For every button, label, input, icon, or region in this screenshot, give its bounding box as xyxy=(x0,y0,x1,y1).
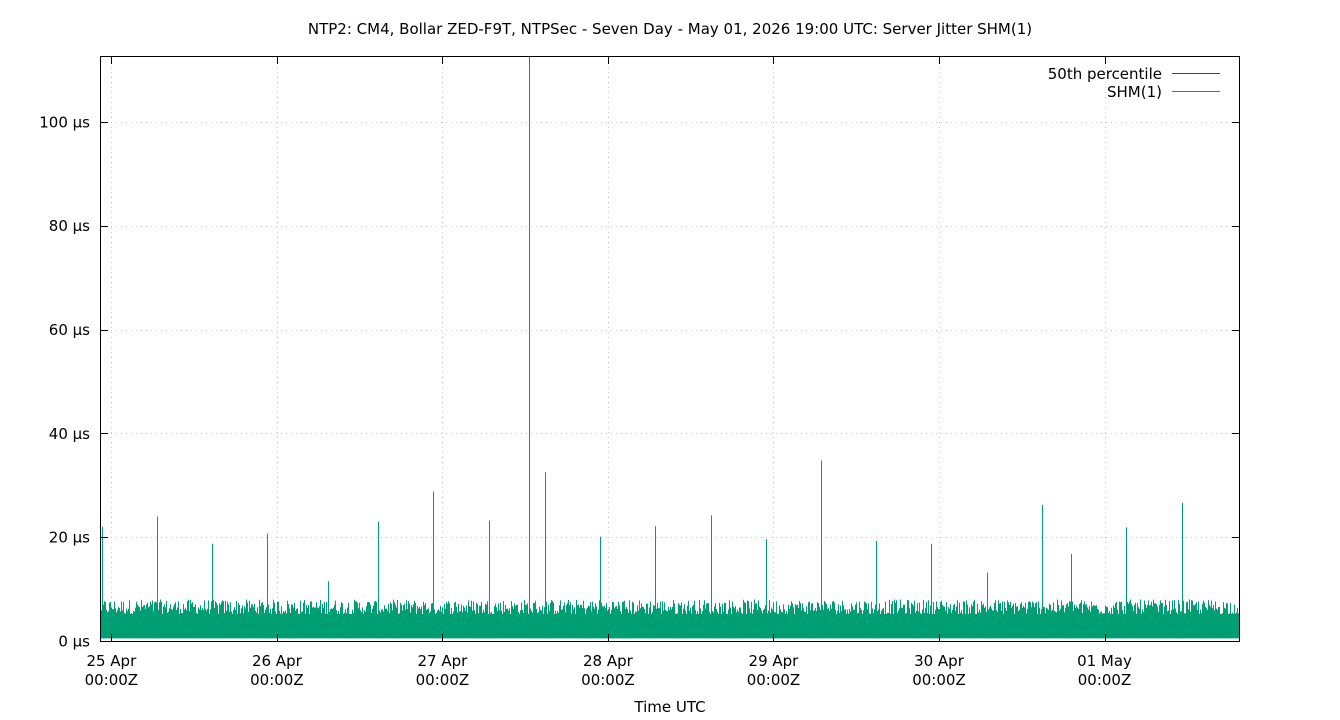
x-tick-label-time: 00:00Z xyxy=(250,671,304,689)
legend-label-percentile: 50th percentile xyxy=(1048,65,1162,83)
x-tick-label-date: 30 Apr xyxy=(914,652,965,670)
x-tick-label-time: 00:00Z xyxy=(912,671,966,689)
plot-area xyxy=(101,57,1240,639)
shm1-jitter-band xyxy=(101,599,1240,639)
axis-ticks xyxy=(101,57,1239,642)
x-tick-label-date: 27 Apr xyxy=(417,652,468,670)
chart-title: NTP2: CM4, Bollar ZED-F9T, NTPSec - Seve… xyxy=(308,20,1032,38)
legend: 50th percentile SHM(1) xyxy=(1048,65,1220,101)
y-tick-label: 60 µs xyxy=(49,321,90,339)
x-tick-label-date: 26 Apr xyxy=(252,652,303,670)
x-tick-label-date: 01 May xyxy=(1077,652,1132,670)
x-tick-label-date: 29 Apr xyxy=(749,652,800,670)
y-tick-label: 0 µs xyxy=(58,633,90,651)
x-tick-label-time: 00:00Z xyxy=(416,671,470,689)
y-tick-label: 20 µs xyxy=(49,529,90,547)
x-tick-label-time: 00:00Z xyxy=(581,671,635,689)
x-tick-label-date: 28 Apr xyxy=(583,652,634,670)
plot-frame xyxy=(100,56,1240,642)
x-tick-label-time: 00:00Z xyxy=(747,671,801,689)
x-tick-label-time: 00:00Z xyxy=(85,671,139,689)
y-tick-label: 80 µs xyxy=(49,217,90,235)
y-tick-label: 100 µs xyxy=(39,113,90,131)
x-tick-label-date: 25 Apr xyxy=(86,652,137,670)
grid-lines xyxy=(101,57,1239,641)
x-axis-label: Time UTC xyxy=(633,698,705,716)
x-tick-label-time: 00:00Z xyxy=(1078,671,1132,689)
legend-label-shm1: SHM(1) xyxy=(1107,83,1162,101)
y-tick-label: 40 µs xyxy=(49,425,90,443)
